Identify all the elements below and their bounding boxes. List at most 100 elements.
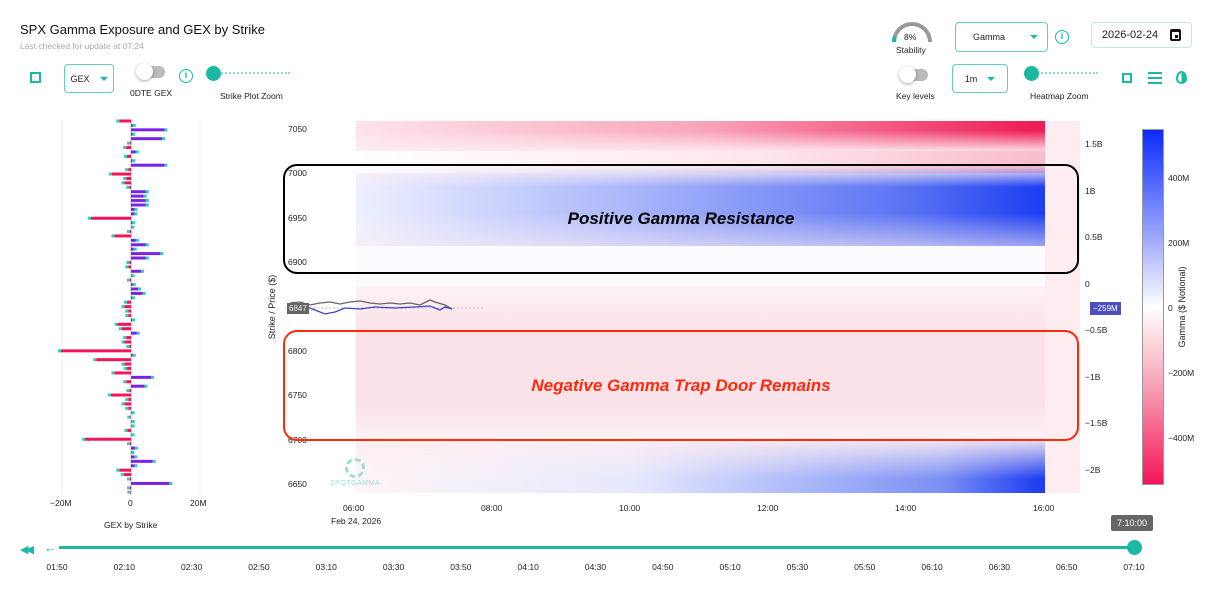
strike-bar[interactable] (131, 137, 163, 141)
interval-select[interactable]: 1m (952, 64, 1008, 93)
strike-bar[interactable] (111, 172, 131, 176)
strike-bar[interactable] (126, 300, 131, 304)
key-levels-toggle[interactable] (899, 66, 928, 83)
strike-bar[interactable] (131, 150, 136, 154)
strike-bar[interactable] (129, 230, 131, 233)
strike-bar[interactable] (129, 477, 131, 481)
gex-select[interactable]: GEX (64, 64, 114, 93)
strike-bar[interactable] (126, 146, 131, 150)
strike-bar[interactable] (131, 464, 135, 468)
strike-bar[interactable] (114, 234, 131, 238)
strike-bar[interactable] (126, 367, 131, 371)
strike-bar[interactable] (121, 327, 131, 331)
strike-bar[interactable] (60, 349, 132, 353)
strike-bar[interactable] (131, 128, 165, 132)
strike-bar[interactable] (131, 212, 135, 216)
strike-bar[interactable] (124, 181, 131, 185)
strike-bar[interactable] (131, 291, 143, 295)
strike-bar[interactable] (131, 190, 146, 194)
strike-bar[interactable] (131, 207, 135, 211)
strike-bar[interactable] (126, 336, 131, 340)
strike-bar[interactable] (124, 362, 131, 366)
strike-bar[interactable] (126, 176, 131, 180)
strike-bar[interactable] (128, 168, 131, 172)
strike-bar[interactable] (131, 296, 133, 300)
strike-bar[interactable] (131, 132, 133, 136)
calendar-icon[interactable] (1170, 29, 1182, 41)
strike-bar[interactable] (131, 433, 132, 437)
contrast-icon[interactable] (1176, 71, 1187, 84)
strike-bar[interactable] (130, 415, 131, 419)
date-input[interactable]: 2026-02-24 (1091, 22, 1192, 48)
strike-bar[interactable] (124, 340, 131, 344)
strike-bar[interactable] (129, 141, 131, 145)
heatmap-zoom-thumb[interactable] (1024, 66, 1039, 81)
strike-bar[interactable] (131, 225, 132, 229)
strike-bar[interactable] (131, 459, 153, 463)
strike-bar[interactable] (129, 442, 131, 446)
strike-bar[interactable] (114, 371, 131, 375)
strike-bar[interactable] (131, 238, 136, 242)
strike-bar[interactable] (128, 265, 131, 269)
strike-bar[interactable] (131, 451, 132, 454)
strike-bar[interactable] (131, 123, 133, 127)
strike-bar[interactable] (131, 163, 165, 167)
strike-bar[interactable] (131, 194, 144, 198)
strike-bar[interactable] (129, 278, 131, 282)
strike-bar[interactable] (131, 283, 133, 287)
strike-zoom-slider[interactable] (214, 72, 290, 74)
strike-bar[interactable] (85, 437, 131, 441)
strike-bar[interactable] (131, 252, 161, 256)
strike-bar[interactable] (131, 424, 132, 428)
info-icon[interactable]: i (179, 69, 193, 83)
mode-select[interactable]: Gamma (955, 22, 1048, 52)
odte-gex-toggle[interactable] (136, 63, 165, 80)
strike-bar[interactable] (128, 406, 131, 410)
strike-bar[interactable] (129, 185, 131, 189)
strike-bar[interactable] (124, 402, 131, 406)
strike-bar[interactable] (131, 384, 145, 388)
strike-bar[interactable] (131, 318, 133, 322)
strike-bar[interactable] (129, 486, 131, 490)
strike-bar[interactable] (124, 305, 131, 309)
strike-bar[interactable] (131, 287, 139, 291)
strike-bar[interactable] (128, 313, 131, 317)
strike-bar[interactable] (130, 490, 131, 494)
strike-bar[interactable] (129, 344, 131, 348)
settings-sliders-icon[interactable] (1148, 72, 1162, 84)
timeline-track[interactable] (59, 546, 1135, 549)
strike-bar[interactable] (131, 411, 132, 415)
strike-bar[interactable] (131, 203, 146, 207)
strike-bar[interactable] (110, 393, 131, 397)
strike-bar[interactable] (119, 119, 131, 123)
strike-bar[interactable] (131, 159, 133, 163)
strike-bar[interactable] (131, 269, 142, 273)
strike-bar[interactable] (131, 375, 152, 379)
strike-bar[interactable] (131, 247, 134, 251)
strike-bar[interactable] (131, 243, 146, 247)
timeline-thumb[interactable] (1127, 540, 1142, 555)
strike-zoom-thumb[interactable] (206, 66, 221, 81)
strike-bar[interactable] (131, 455, 135, 459)
strike-bar[interactable] (131, 199, 146, 203)
back-arrow-icon[interactable]: ← (44, 540, 57, 555)
info-icon[interactable]: i (1055, 30, 1069, 44)
strike-bar[interactable] (96, 358, 131, 362)
strike-bar[interactable] (129, 260, 131, 264)
strike-bar[interactable] (129, 389, 131, 393)
strike-bar[interactable] (131, 446, 136, 450)
strike-bar[interactable] (131, 274, 132, 278)
rewind-icon[interactable]: ◀◀ (20, 544, 34, 556)
strike-bar[interactable] (131, 420, 132, 424)
strike-bar[interactable] (128, 397, 131, 401)
strike-bar[interactable] (126, 154, 131, 158)
strike-bar[interactable] (131, 331, 137, 335)
strike-bar[interactable] (131, 221, 133, 225)
heatmap-zoom-slider[interactable] (1030, 72, 1098, 74)
strike-bar[interactable] (131, 256, 146, 260)
strike-bar[interactable] (128, 309, 131, 313)
fullscreen-icon[interactable] (30, 72, 41, 83)
strike-bar[interactable] (131, 353, 133, 357)
strike-bar[interactable] (126, 380, 131, 384)
strike-bar[interactable] (119, 468, 131, 472)
